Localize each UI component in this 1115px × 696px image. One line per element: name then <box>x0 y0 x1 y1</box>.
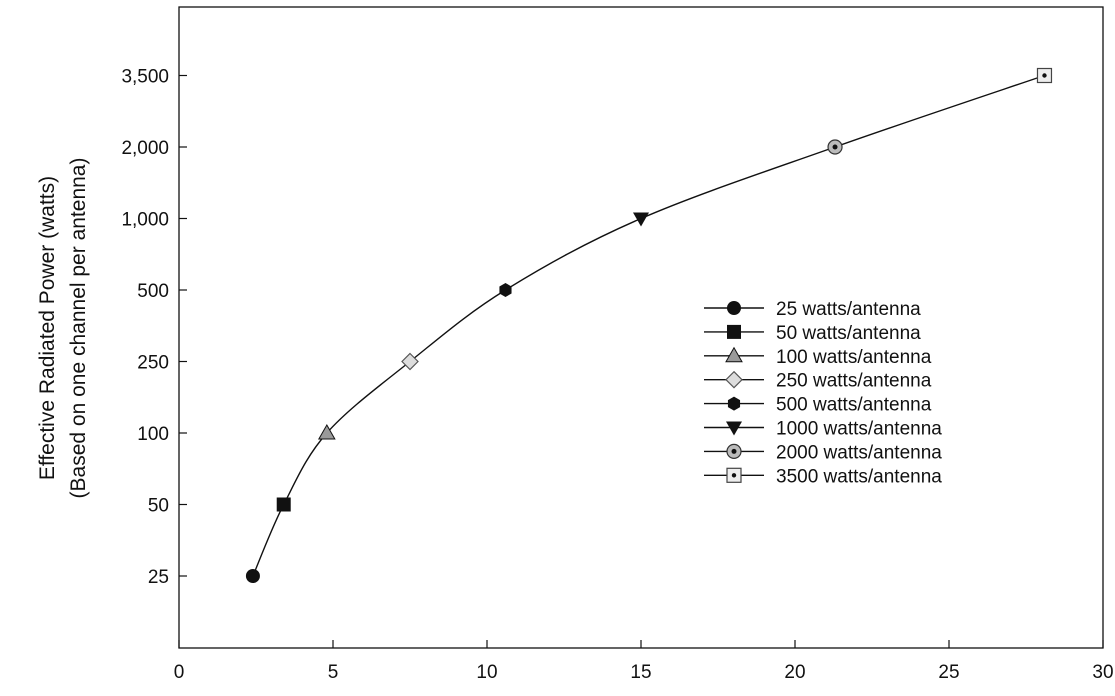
legend-label: 500 watts/antenna <box>776 395 932 416</box>
legend-item: 2000 watts/antenna <box>704 442 942 463</box>
data-point-2 <box>317 423 336 440</box>
data-point-4 <box>499 283 512 297</box>
y-tick-label: 500 <box>137 281 169 302</box>
legend-label: 50 watts/antenna <box>776 323 921 344</box>
x-tick-label: 10 <box>476 662 497 683</box>
y-tick-label: 100 <box>137 424 169 445</box>
legend-label: 250 watts/antenna <box>776 371 932 392</box>
legend-label: 3500 watts/antenna <box>776 466 942 487</box>
x-tick-label: 5 <box>328 662 339 683</box>
legend-marker <box>725 370 743 389</box>
legend: 25 watts/antenna 50 watts/antenna 100 watt… <box>704 299 942 487</box>
legend-marker <box>727 301 741 315</box>
legend-marker <box>726 467 742 483</box>
legend-marker <box>727 324 741 339</box>
legend-label: 2000 watts/antenna <box>776 442 942 463</box>
x-tick-label: 15 <box>630 662 651 683</box>
x-tick-label: 30 <box>1092 662 1113 683</box>
legend-item: 1000 watts/antenna <box>704 419 942 440</box>
series-line <box>252 74 1045 577</box>
legend-marker <box>725 346 743 363</box>
y-tick-label: 25 <box>148 567 169 588</box>
y-axis-title: Effective Radiated Power (watts) (Based … <box>36 158 90 499</box>
y-tick-label: 250 <box>137 353 169 374</box>
legend-label: 100 watts/antenna <box>776 347 932 368</box>
legend-marker <box>726 443 742 459</box>
y-axis: 25 50 100 250 500 1,000 2,000 3,500 <box>121 67 187 588</box>
legend-item: 500 watts/antenna <box>704 395 932 416</box>
data-point-1 <box>276 497 291 512</box>
x-tick-label: 25 <box>938 662 959 683</box>
data-point-0 <box>245 569 260 583</box>
legend-item: 100 watts/antenna <box>704 346 932 368</box>
legend-label: 25 watts/antenna <box>776 299 921 320</box>
y-axis-label-line2: (Based on one channel per antenna) <box>67 158 90 499</box>
data-point-5 <box>633 212 649 227</box>
x-tick-label: 20 <box>784 662 805 683</box>
data-point-6 <box>827 139 843 155</box>
legend-item: 3500 watts/antenna <box>704 466 942 487</box>
legend-item: 25 watts/antenna <box>704 299 921 320</box>
legend-item: 250 watts/antenna <box>704 371 932 392</box>
legend-marker <box>727 396 741 411</box>
y-tick-label: 50 <box>148 496 169 517</box>
y-tick-label: 1,000 <box>121 210 169 231</box>
y-axis-label: Effective Radiated Power (watts) <box>36 176 59 480</box>
data-markers <box>245 67 1053 583</box>
y-tick-label: 2,000 <box>121 138 169 159</box>
data-point-7 <box>1036 67 1053 84</box>
legend-marker <box>726 421 742 436</box>
data-point-3 <box>401 352 419 371</box>
x-axis: 0 5 10 15 20 25 30 <box>174 640 1114 683</box>
legend-label: 1000 watts/antenna <box>776 419 942 440</box>
legend-item: 50 watts/antenna <box>704 323 921 344</box>
x-tick-label: 0 <box>174 662 185 683</box>
y-tick-label: 3,500 <box>121 67 169 88</box>
